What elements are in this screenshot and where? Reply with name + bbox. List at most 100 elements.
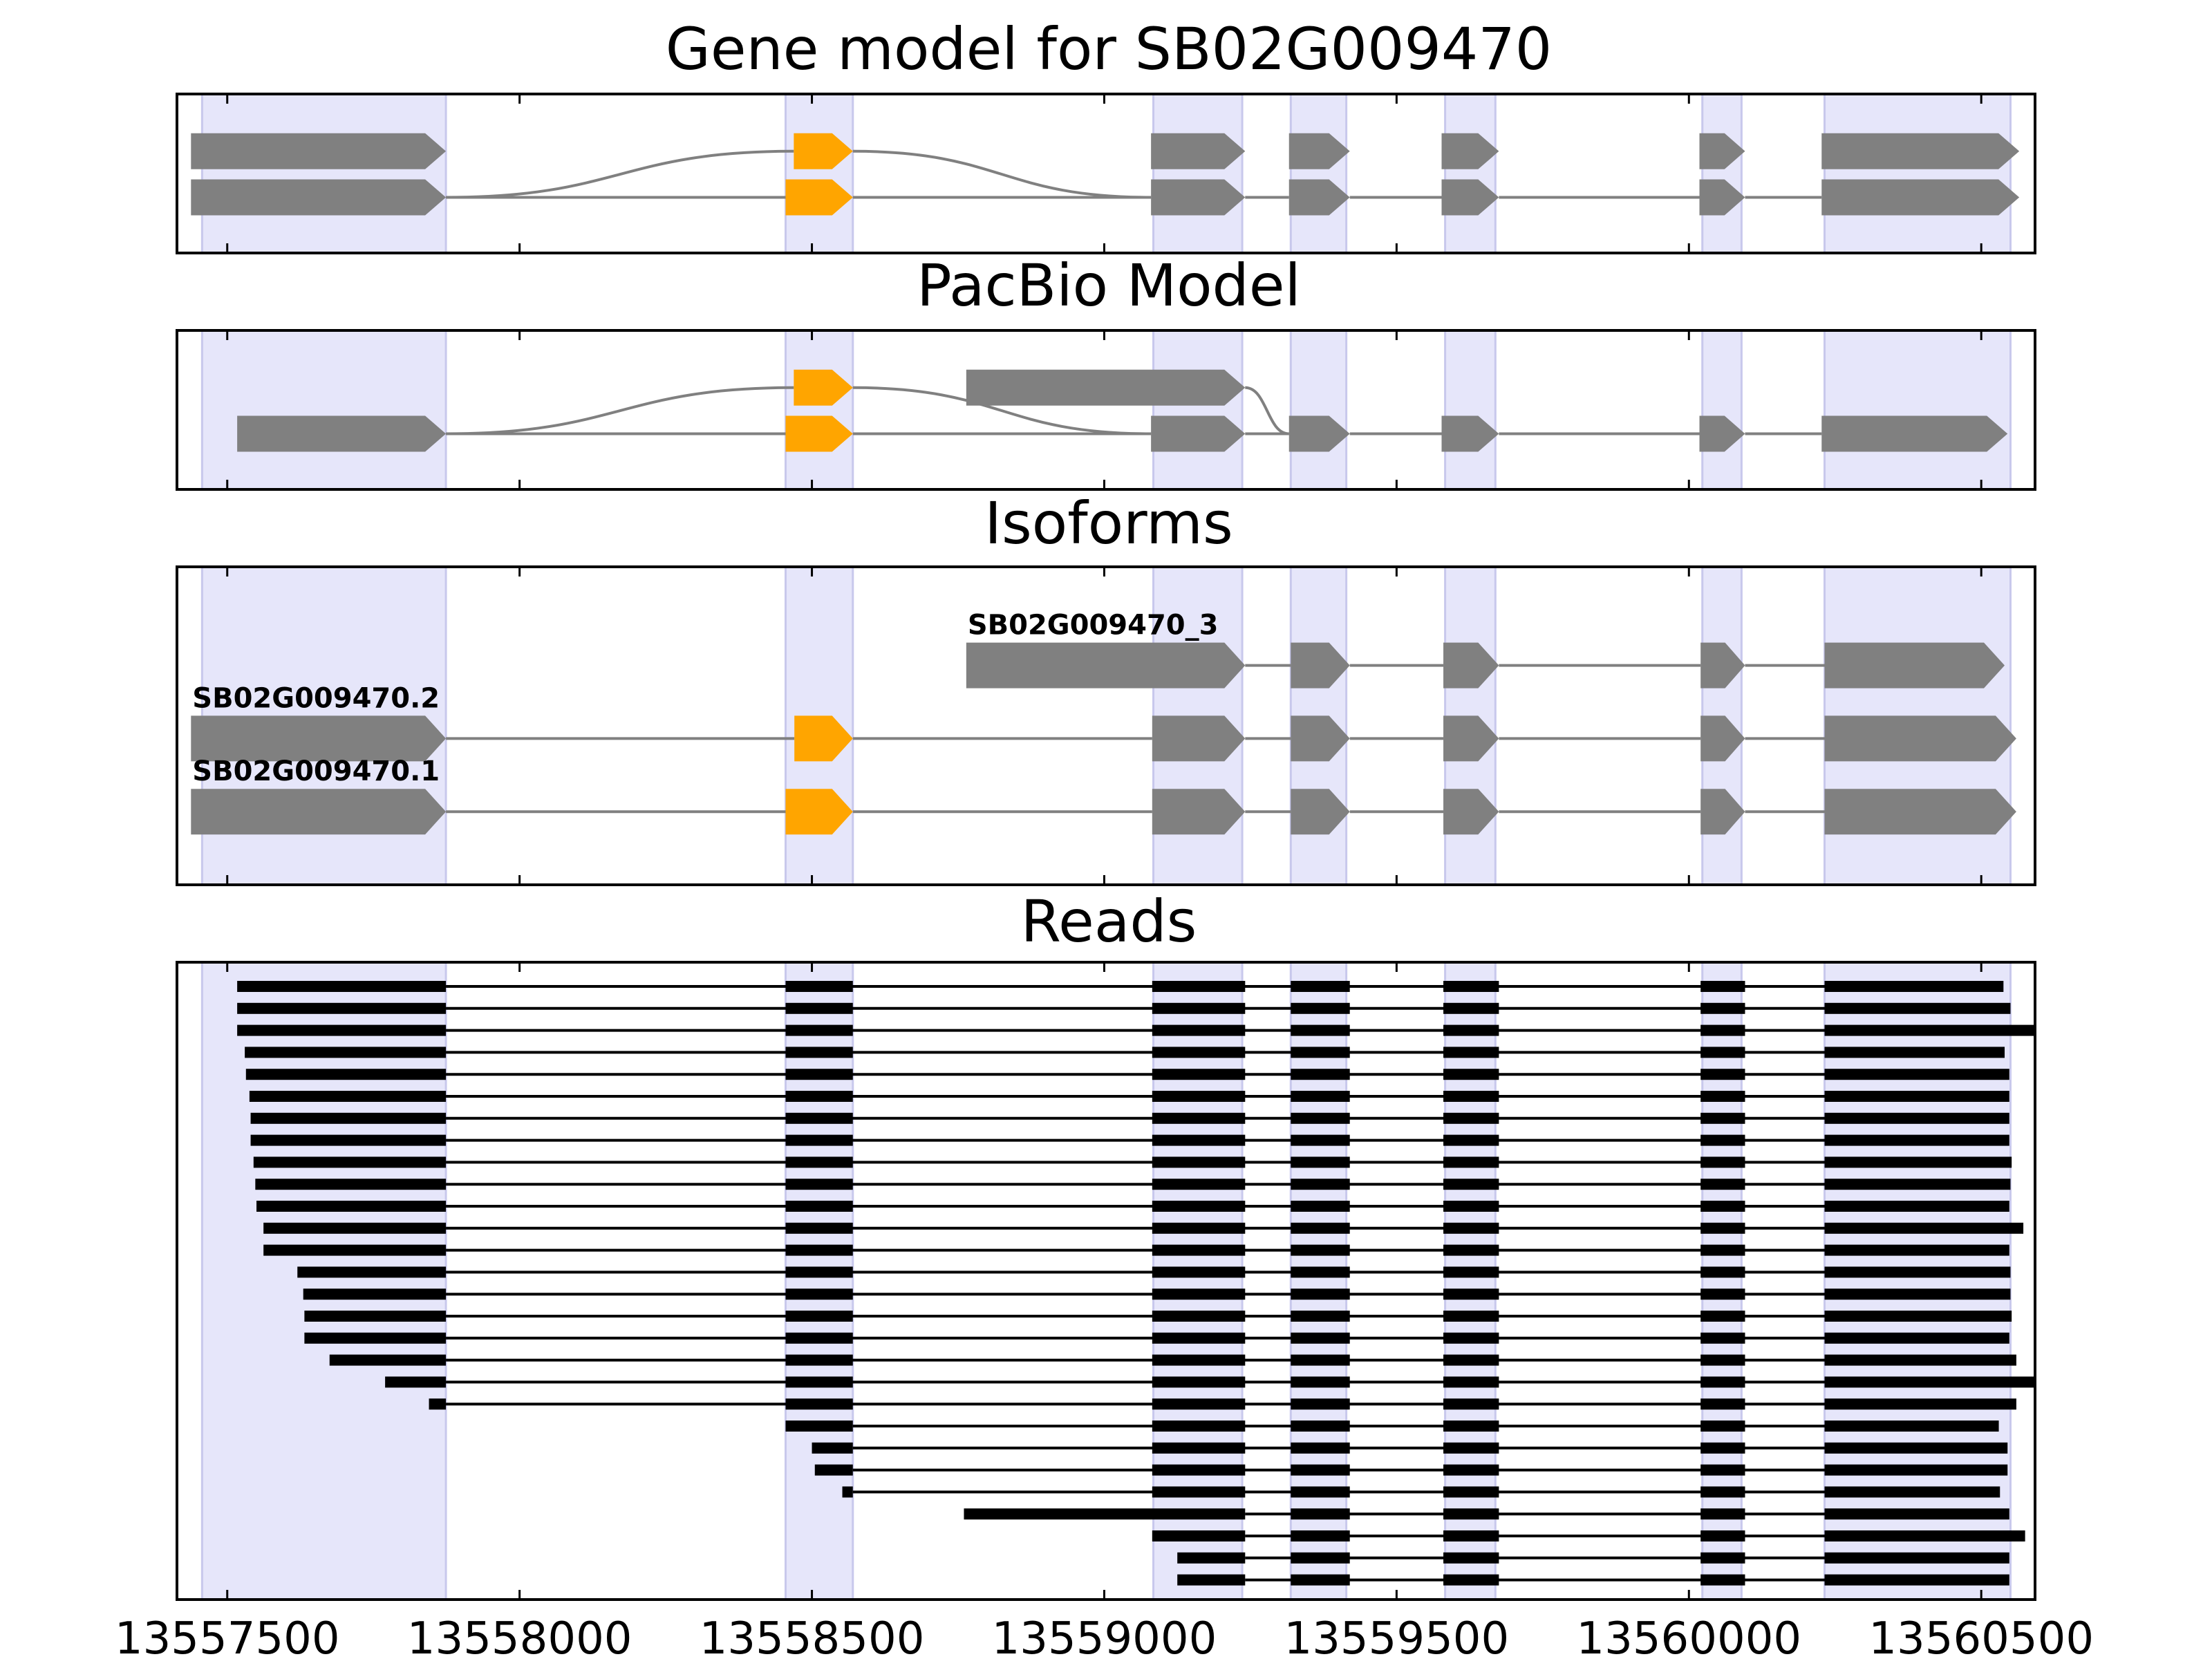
read-26-exon-1 (1152, 1530, 1246, 1541)
read-7-exon-3 (1152, 1112, 1246, 1124)
read-19-exon-3 (1152, 1376, 1246, 1388)
read-10-exon-2 (785, 1179, 853, 1190)
exon-1-6 (1699, 133, 1745, 169)
read-13-exon-6 (1700, 1244, 1745, 1256)
read-11-exon-1 (256, 1201, 447, 1212)
exon-3-5 (1443, 789, 1499, 835)
read-12-exon-6 (1700, 1222, 1745, 1234)
read-25-exon-5 (1824, 1508, 2009, 1520)
read-19-exon-6 (1700, 1376, 1745, 1388)
read-19-exon-7 (1824, 1376, 2035, 1388)
read-8-exon-1 (250, 1134, 447, 1146)
read-28-exon-2 (1291, 1574, 1350, 1586)
read-9-exon-3 (1152, 1156, 1246, 1168)
exon-band-2 (784, 961, 854, 1601)
exon-3-4 (1291, 789, 1350, 835)
exon-band-7 (1824, 93, 2012, 254)
read-16-exon-1 (304, 1311, 447, 1322)
read-17-exon-5 (1443, 1332, 1499, 1344)
read-27-exon-4 (1700, 1552, 1745, 1564)
read-9-exon-5 (1443, 1156, 1499, 1168)
exon-1-3 (1151, 133, 1246, 169)
read-8-exon-4 (1291, 1134, 1350, 1146)
exon-band-5 (1444, 93, 1497, 254)
exon-2-6 (1699, 415, 1745, 452)
x-axis: 13557500 13558000 13558500 13559000 13559500… (115, 1613, 2094, 1659)
read-12-exon-5 (1443, 1222, 1499, 1234)
read-8-exon-6 (1700, 1134, 1745, 1146)
panel-title-gene-model: Gene model for SB02G009470 (666, 15, 1552, 83)
read-15-exon-4 (1291, 1288, 1350, 1300)
exon-band-6 (1701, 93, 1743, 254)
read-5-exon-5 (1443, 1069, 1499, 1080)
exon-2-7 (1824, 715, 2016, 762)
read-23-exon-6 (1824, 1464, 2008, 1476)
read-24-exon-5 (1700, 1486, 1745, 1498)
exon-2-4 (1288, 179, 1350, 216)
x-tick-label-2: 13558000 (407, 1613, 632, 1659)
read-12-exon-1 (263, 1222, 447, 1234)
exon-1-2 (966, 369, 1246, 406)
read-16-exon-3 (1152, 1311, 1246, 1322)
exon-band-5 (1444, 329, 1497, 491)
panel-frame (176, 93, 2036, 254)
read-18-exon-7 (1824, 1354, 2016, 1366)
read-20-exon-3 (1152, 1398, 1246, 1410)
read-5-exon-4 (1291, 1069, 1350, 1080)
read-26-exon-5 (1824, 1530, 2025, 1541)
connector-curve (852, 149, 1152, 199)
read-23-exon-2 (1152, 1464, 1246, 1476)
read-15-exon-3 (1152, 1288, 1246, 1300)
read-25-exon-4 (1700, 1508, 1745, 1520)
exon-2-3 (1151, 415, 1246, 452)
exon-2-4 (1291, 715, 1350, 762)
read-7-exon-5 (1443, 1112, 1499, 1124)
read-2-exon-4 (1291, 1002, 1350, 1014)
read-15-exon-6 (1700, 1288, 1745, 1300)
read-7-exon-2 (785, 1112, 853, 1124)
read-15-exon-5 (1443, 1288, 1499, 1300)
read-11-exon-7 (1824, 1201, 2009, 1212)
read-20-exon-4 (1291, 1398, 1350, 1410)
read-18-exon-2 (785, 1354, 853, 1366)
read-16-exon-5 (1443, 1311, 1499, 1322)
exon-band-1 (200, 93, 447, 254)
read-6-exon-5 (1443, 1091, 1499, 1102)
read-6-exon-1 (249, 1091, 447, 1102)
read-7-exon-4 (1291, 1112, 1350, 1124)
panel-frame (176, 961, 2036, 1601)
read-20-exon-7 (1824, 1398, 2016, 1410)
read-7-exon-1 (250, 1112, 447, 1124)
exon-band-3 (1152, 93, 1244, 254)
exon-3-7 (1824, 789, 2016, 835)
read-21-exon-5 (1700, 1421, 1745, 1432)
read-16-exon-6 (1700, 1311, 1745, 1322)
read-19-exon-2 (785, 1376, 853, 1388)
read-20-exon-2 (785, 1398, 853, 1410)
read-2-exon-6 (1700, 1002, 1745, 1014)
exon-1-4 (1288, 133, 1350, 169)
read-4-exon-6 (1700, 1047, 1745, 1058)
x-tick-label-3: 13558500 (700, 1613, 925, 1659)
read-3-exon-3 (1152, 1024, 1246, 1036)
pacbio-model-panel (176, 329, 2036, 491)
read-4-exon-4 (1291, 1047, 1350, 1058)
read-27-exon-2 (1291, 1552, 1350, 1564)
exon-2-1 (191, 715, 447, 762)
read-3-exon-1 (237, 1024, 447, 1036)
read-2-exon-1 (237, 1002, 447, 1014)
exon-2-7 (1821, 415, 2008, 452)
read-22-exon-5 (1700, 1442, 1745, 1454)
read-20-exon-5 (1443, 1398, 1499, 1410)
read-11-exon-6 (1700, 1201, 1745, 1212)
read-12-exon-2 (785, 1222, 853, 1234)
isoform-label-2: SB02G009470.2 (192, 682, 440, 714)
read-26-exon-2 (1291, 1530, 1350, 1541)
read-14-exon-7 (1824, 1266, 2011, 1278)
x-tick-label-7: 13560500 (1868, 1613, 2094, 1659)
read-17-exon-4 (1291, 1332, 1350, 1344)
exon-band-1 (200, 961, 447, 1601)
read-17-exon-2 (785, 1332, 853, 1344)
read-7-exon-7 (1824, 1112, 2009, 1124)
isoform-label-1: SB02G009470_3 (968, 610, 1219, 641)
